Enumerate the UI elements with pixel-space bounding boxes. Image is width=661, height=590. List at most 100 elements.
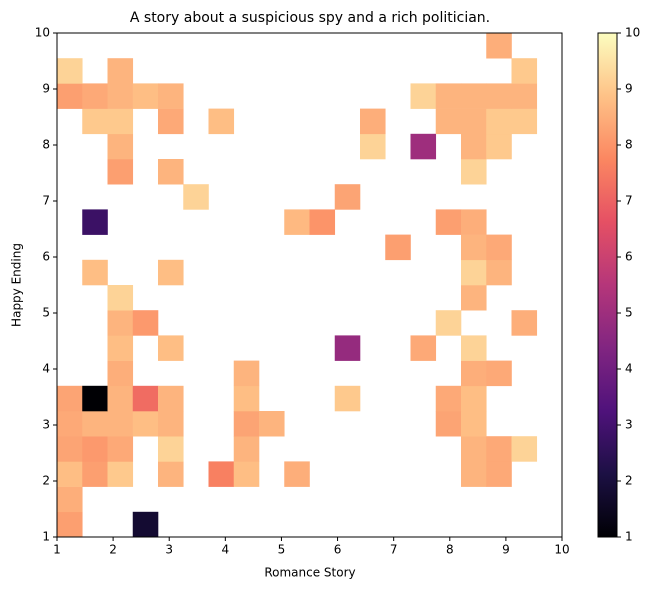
cell: [158, 335, 184, 361]
cell: [511, 83, 538, 109]
cell: [461, 133, 487, 160]
cell: [511, 58, 538, 84]
cell: [461, 461, 487, 487]
y-tick-label: 10: [35, 26, 50, 40]
colorbar-tick-label: 10: [625, 26, 640, 40]
cell: [158, 108, 184, 135]
cell: [435, 411, 462, 437]
cell: [385, 234, 411, 261]
cell: [233, 436, 260, 462]
cell: [82, 83, 108, 109]
x-tick-label: 5: [278, 543, 286, 557]
cell: [107, 461, 134, 487]
cell: [158, 461, 184, 487]
colorbar-tick-label: 9: [625, 82, 633, 96]
cell: [208, 461, 235, 487]
cell: [461, 83, 487, 109]
cell: [410, 335, 437, 361]
cell: [511, 436, 538, 462]
cell: [158, 159, 184, 185]
cell: [435, 108, 462, 135]
cell: [132, 385, 159, 412]
cell: [360, 108, 386, 135]
cell: [360, 133, 386, 160]
cell: [82, 108, 108, 135]
cell: [132, 411, 159, 437]
cell: [461, 436, 487, 462]
x-tick-label: 2: [109, 543, 117, 557]
cell: [132, 511, 159, 538]
chart-title: A story about a suspicious spy and a ric…: [130, 10, 490, 26]
cell: [107, 335, 134, 361]
cell: [57, 486, 83, 513]
cell: [233, 385, 260, 412]
cell: [334, 335, 361, 361]
colorbar-tick-label: 3: [625, 418, 633, 432]
cell: [461, 209, 487, 235]
cell: [410, 133, 437, 160]
cell: [435, 209, 462, 235]
y-tick-label: 8: [42, 138, 50, 152]
cell: [334, 184, 361, 210]
cell: [486, 108, 512, 135]
y-axis-label: Happy Ending: [10, 243, 24, 327]
x-tick-label: 4: [222, 543, 230, 557]
cell: [158, 436, 184, 462]
cell: [57, 436, 83, 462]
x-tick-label: 9: [502, 543, 510, 557]
cell: [132, 310, 159, 336]
cell: [435, 83, 462, 109]
cell: [486, 33, 512, 59]
cell: [435, 310, 462, 336]
cell: [486, 360, 512, 387]
cell: [107, 133, 134, 160]
cell: [158, 83, 184, 109]
cell: [57, 461, 83, 487]
x-tick-label: 1: [53, 543, 61, 557]
cell: [107, 108, 134, 135]
x-tick-label: 8: [446, 543, 454, 557]
cell: [183, 184, 209, 210]
colorbar-tick-label: 7: [625, 194, 633, 208]
cell: [107, 310, 134, 336]
plot-frame: [56, 32, 563, 538]
cell: [57, 511, 83, 538]
cell: [461, 411, 487, 437]
cell: [486, 461, 512, 487]
cell: [57, 58, 83, 84]
cell: [57, 385, 83, 412]
cell: [334, 385, 361, 412]
cell: [82, 209, 108, 235]
y-tick-label: 7: [42, 194, 50, 208]
cell: [461, 234, 487, 261]
cell: [461, 335, 487, 361]
cell: [233, 411, 260, 437]
colorbar: [597, 32, 618, 538]
cell: [259, 411, 285, 437]
cell: [461, 285, 487, 311]
cell: [309, 209, 336, 235]
cell: [107, 159, 134, 185]
cell: [284, 209, 310, 235]
cell: [461, 360, 487, 387]
colorbar-tick-label: 1: [625, 530, 633, 544]
y-tick-label: 5: [42, 306, 50, 320]
cell: [284, 461, 310, 487]
cell: [511, 108, 538, 135]
cell: [82, 411, 108, 437]
cell: [461, 385, 487, 412]
x-axis-label: Romance Story: [264, 566, 355, 580]
cell: [233, 360, 260, 387]
cell: [461, 108, 487, 135]
cell: [82, 436, 108, 462]
cell: [107, 411, 134, 437]
cell: [132, 83, 159, 109]
cells: [57, 33, 538, 538]
cell: [107, 360, 134, 387]
cell: [107, 436, 134, 462]
y-tick-label: 2: [42, 474, 50, 488]
cell: [486, 133, 512, 160]
cell: [486, 234, 512, 261]
colorbar-tick-label: 2: [625, 474, 633, 488]
